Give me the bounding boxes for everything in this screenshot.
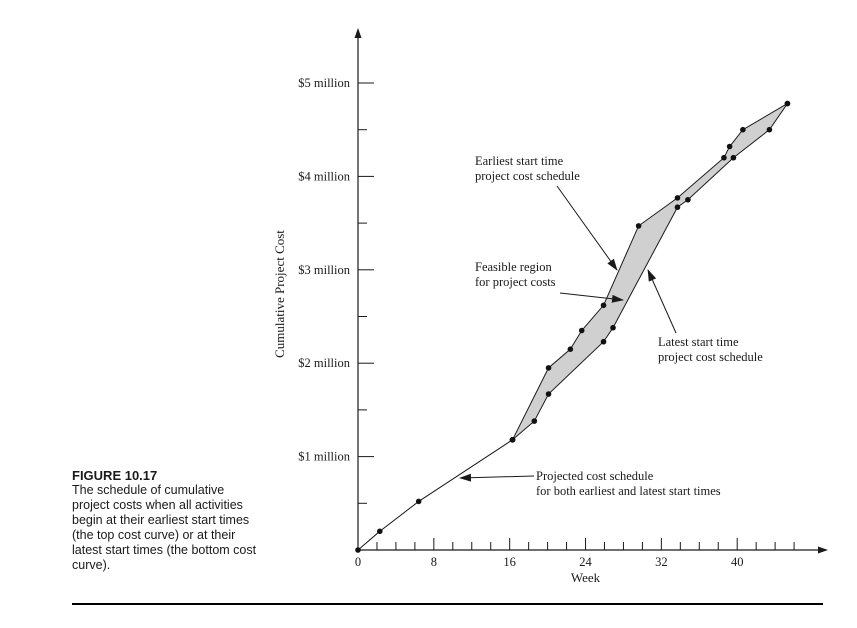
data-point bbox=[721, 154, 727, 161]
y-tick-label: $1 million bbox=[298, 450, 350, 464]
data-point bbox=[415, 498, 422, 505]
x-axis-title: Week bbox=[571, 570, 601, 585]
data-point bbox=[674, 204, 681, 211]
data-point bbox=[545, 365, 552, 371]
x-tick-label: 8 bbox=[431, 555, 437, 569]
data-point bbox=[685, 196, 691, 203]
data-point bbox=[766, 126, 773, 133]
y-tick-label: $3 million bbox=[298, 263, 350, 277]
data-point bbox=[531, 418, 538, 424]
x-tick-label: 40 bbox=[731, 555, 744, 569]
data-point bbox=[726, 143, 733, 150]
feasible-region-area bbox=[512, 103, 788, 440]
data-point bbox=[784, 100, 791, 107]
annotation-arrow bbox=[647, 269, 677, 334]
data-point bbox=[635, 223, 642, 229]
y-tick-label: $5 million bbox=[298, 76, 350, 90]
x-tick-label: 0 bbox=[355, 555, 361, 569]
figure-label: FIGURE 10.17 bbox=[72, 468, 158, 483]
data-point bbox=[578, 327, 585, 334]
y-axis-title: Cumulative Project Cost bbox=[272, 230, 287, 358]
y-tick-label: $2 million bbox=[298, 356, 350, 370]
data-point bbox=[674, 195, 681, 201]
data-point bbox=[740, 126, 746, 133]
annotation-text: Latest start time bbox=[658, 335, 739, 349]
annotation-text: project cost schedule bbox=[475, 169, 580, 183]
data-point bbox=[545, 391, 552, 397]
x-tick-label: 24 bbox=[579, 555, 592, 569]
data-point bbox=[600, 338, 607, 345]
annotation-text: Projected cost schedule bbox=[536, 469, 654, 483]
projected-cost-line bbox=[357, 439, 513, 551]
x-tick-label: 32 bbox=[655, 555, 668, 569]
data-point bbox=[610, 324, 616, 331]
annotation-arrow bbox=[556, 185, 618, 271]
annotation-text: Earliest start time bbox=[475, 154, 564, 168]
x-tick-label: 16 bbox=[503, 555, 516, 569]
figure-caption: FIGURE 10.17 The schedule of cumulative … bbox=[72, 468, 257, 573]
data-point bbox=[600, 302, 607, 309]
data-point bbox=[509, 436, 516, 443]
annotation-text: Feasible region bbox=[475, 260, 552, 274]
figure-caption-text: The schedule of cumulative project costs… bbox=[72, 483, 257, 572]
annotation-text: project cost schedule bbox=[658, 350, 763, 364]
data-point bbox=[355, 547, 361, 553]
data-point bbox=[377, 528, 383, 535]
data-point bbox=[730, 154, 737, 161]
annotation-arrow bbox=[559, 292, 624, 303]
annotation-arrow bbox=[459, 473, 535, 482]
data-point bbox=[567, 346, 574, 352]
annotation-text: for both earliest and latest start times bbox=[536, 484, 721, 498]
latest-start-line bbox=[512, 103, 788, 441]
y-axis-arrow-icon bbox=[354, 28, 362, 38]
x-axis-arrow-icon bbox=[818, 546, 828, 554]
annotation-text: for project costs bbox=[475, 275, 556, 289]
y-tick-label: $4 million bbox=[298, 169, 350, 183]
